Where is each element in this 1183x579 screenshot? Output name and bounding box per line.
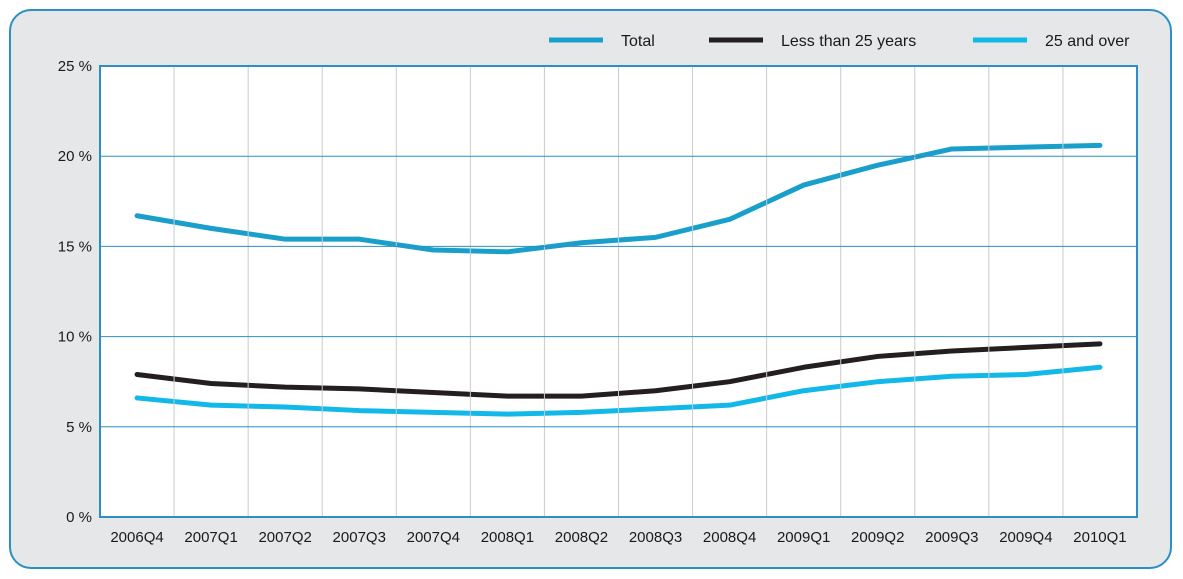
x-tick-label: 2008Q2: [555, 529, 608, 546]
legend-label: 25 and over: [1045, 33, 1130, 50]
legend-label: Total: [621, 33, 655, 50]
x-tick-label: 2007Q4: [407, 529, 460, 546]
x-tick-label: 2007Q1: [184, 529, 237, 546]
x-tick-label: 2010Q1: [1073, 529, 1126, 546]
x-tick-label: 2008Q1: [481, 529, 534, 546]
x-tick-label: 2007Q2: [258, 529, 311, 546]
legend-label: Less than 25 years: [781, 33, 916, 50]
x-axis: 2006Q4 2007Q1 2007Q2 2007Q3 2007Q4 2008Q1 2008…: [110, 529, 1126, 546]
y-tick-label: 0 %: [66, 509, 92, 526]
y-tick-label: 10 %: [58, 329, 92, 346]
x-tick-label: 2008Q3: [629, 529, 682, 546]
x-tick-label: 2009Q2: [851, 529, 904, 546]
y-axis: 0 % 5 % 10 % 15 % 20 % 25 %: [58, 58, 92, 526]
y-tick-label: 20 %: [58, 148, 92, 165]
y-tick-label: 5 %: [66, 419, 92, 436]
grid: [100, 66, 1137, 517]
legend: Total Less than 25 years 25 and over: [549, 33, 1130, 50]
x-tick-label: 2006Q4: [110, 529, 163, 546]
x-tick-label: 2007Q3: [333, 529, 386, 546]
x-tick-label: 2008Q4: [703, 529, 756, 546]
y-tick-label: 15 %: [58, 238, 92, 255]
x-tick-label: 2009Q4: [999, 529, 1052, 546]
plot-border: [99, 65, 1138, 518]
x-tick-label: 2009Q1: [777, 529, 830, 546]
x-tick-label: 2009Q3: [925, 529, 978, 546]
y-tick-label: 25 %: [58, 58, 92, 75]
